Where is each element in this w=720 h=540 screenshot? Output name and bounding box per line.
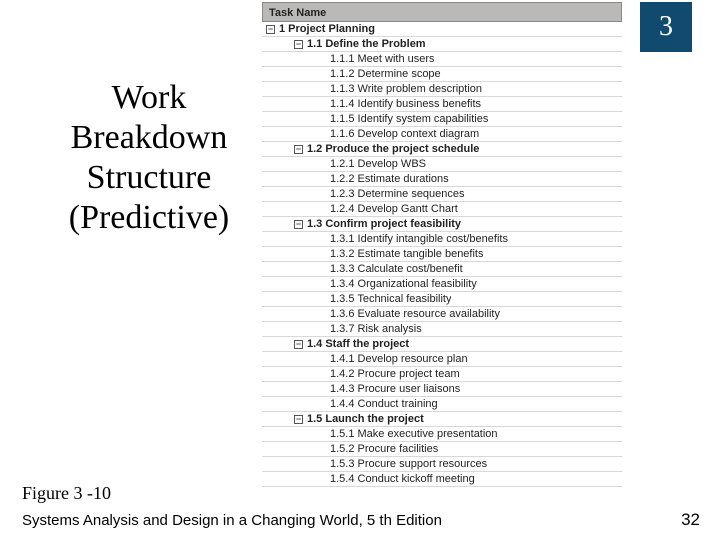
collapse-icon[interactable]: − [294,220,303,229]
wbs-task-label: 1.4.1 Develop resource plan [330,352,468,367]
wbs-row: 1.3.5 Technical feasibility [262,292,622,307]
wbs-task-label: 1.2 Produce the project schedule [307,142,479,157]
collapse-icon[interactable]: − [294,145,303,154]
wbs-row: 1.2.1 Develop WBS [262,157,622,172]
wbs-header: Task Name [262,2,622,22]
wbs-row: 1.5.4 Conduct kickoff meeting [262,472,622,487]
wbs-row: 1.2.2 Estimate durations [262,172,622,187]
wbs-row: −1 Project Planning [262,22,622,37]
figure-label: Figure 3 -10 [22,483,111,504]
wbs-task-label: 1.3.6 Evaluate resource availability [330,307,500,322]
wbs-row: 1.1.2 Determine scope [262,67,622,82]
wbs-task-label: 1 Project Planning [279,22,375,37]
wbs-task-label: 1.3.5 Technical feasibility [330,292,451,307]
wbs-row: 1.5.2 Procure facilities [262,442,622,457]
wbs-row: 1.3.2 Estimate tangible benefits [262,247,622,262]
chapter-badge: 3 [640,2,692,52]
wbs-task-label: 1.1 Define the Problem [307,37,426,52]
wbs-row: 1.4.3 Procure user liaisons [262,382,622,397]
footer-text: Systems Analysis and Design in a Changin… [22,512,442,529]
wbs-task-label: 1.5.3 Procure support resources [330,457,487,472]
wbs-task-label: 1.4.4 Conduct training [330,397,438,412]
wbs-task-label: 1.5.1 Make executive presentation [330,427,498,442]
wbs-task-label: 1.5.4 Conduct kickoff meeting [330,472,475,487]
collapse-icon[interactable]: − [266,25,275,34]
wbs-task-label: 1.4.2 Procure project team [330,367,460,382]
wbs-table: Task Name −1 Project Planning−1.1 Define… [262,2,622,494]
wbs-row: 1.3.1 Identify intangible cost/benefits [262,232,622,247]
wbs-row: 1.4.1 Develop resource plan [262,352,622,367]
wbs-task-label: 1.3.3 Calculate cost/benefit [330,262,463,277]
wbs-task-label: 1.1.3 Write problem description [330,82,482,97]
page-number: 32 [681,510,700,530]
wbs-row: −1.3 Confirm project feasibility [262,217,622,232]
wbs-row: −1.1 Define the Problem [262,37,622,52]
wbs-task-label: 1.5 Launch the project [307,412,424,427]
wbs-task-label: 1.2.2 Estimate durations [330,172,449,187]
wbs-row: −1.5 Launch the project [262,412,622,427]
wbs-row: 1.4.4 Conduct training [262,397,622,412]
wbs-row: 1.1.1 Meet with users [262,52,622,67]
wbs-row: 1.2.3 Determine sequences [262,187,622,202]
wbs-task-label: 1.1.2 Determine scope [330,67,441,82]
wbs-row: 1.1.6 Develop context diagram [262,127,622,142]
collapse-icon[interactable]: − [294,40,303,49]
wbs-row: 1.5.3 Procure support resources [262,457,622,472]
wbs-task-label: 1.1.5 Identify system capabilities [330,112,488,127]
wbs-row: 1.3.6 Evaluate resource availability [262,307,622,322]
wbs-row: 1.1.4 Identify business benefits [262,97,622,112]
wbs-task-label: 1.5.2 Procure facilities [330,442,438,457]
wbs-task-label: 1.3.7 Risk analysis [330,322,422,337]
collapse-icon[interactable]: − [294,340,303,349]
wbs-task-label: 1.2.3 Determine sequences [330,187,465,202]
wbs-task-label: 1.3.1 Identify intangible cost/benefits [330,232,508,247]
slide-title: Work Breakdown Structure (Predictive) [54,78,244,238]
wbs-row: 1.3.3 Calculate cost/benefit [262,262,622,277]
wbs-row: −1.2 Produce the project schedule [262,142,622,157]
wbs-row: −1.4 Staff the project [262,337,622,352]
wbs-row: 1.4.2 Procure project team [262,367,622,382]
footer: Systems Analysis and Design in a Changin… [22,510,700,530]
wbs-row: 1.5.1 Make executive presentation [262,427,622,442]
wbs-row: 1.2.4 Develop Gantt Chart [262,202,622,217]
wbs-task-label: 1.1.4 Identify business benefits [330,97,481,112]
wbs-task-label: 1.3.2 Estimate tangible benefits [330,247,483,262]
wbs-task-label: 1.2.4 Develop Gantt Chart [330,202,458,217]
wbs-task-label: 1.1.1 Meet with users [330,52,435,67]
wbs-task-label: 1.2.1 Develop WBS [330,157,426,172]
wbs-task-label: 1.4 Staff the project [307,337,409,352]
wbs-row: 1.3.7 Risk analysis [262,322,622,337]
wbs-row: 1.3.4 Organizational feasibility [262,277,622,292]
wbs-row: 1.1.3 Write problem description [262,82,622,97]
wbs-task-label: 1.3.4 Organizational feasibility [330,277,477,292]
wbs-task-label: 1.1.6 Develop context diagram [330,127,479,142]
collapse-icon[interactable]: − [294,415,303,424]
wbs-row: 1.1.5 Identify system capabilities [262,112,622,127]
wbs-task-label: 1.3 Confirm project feasibility [307,217,461,232]
wbs-task-label: 1.4.3 Procure user liaisons [330,382,460,397]
